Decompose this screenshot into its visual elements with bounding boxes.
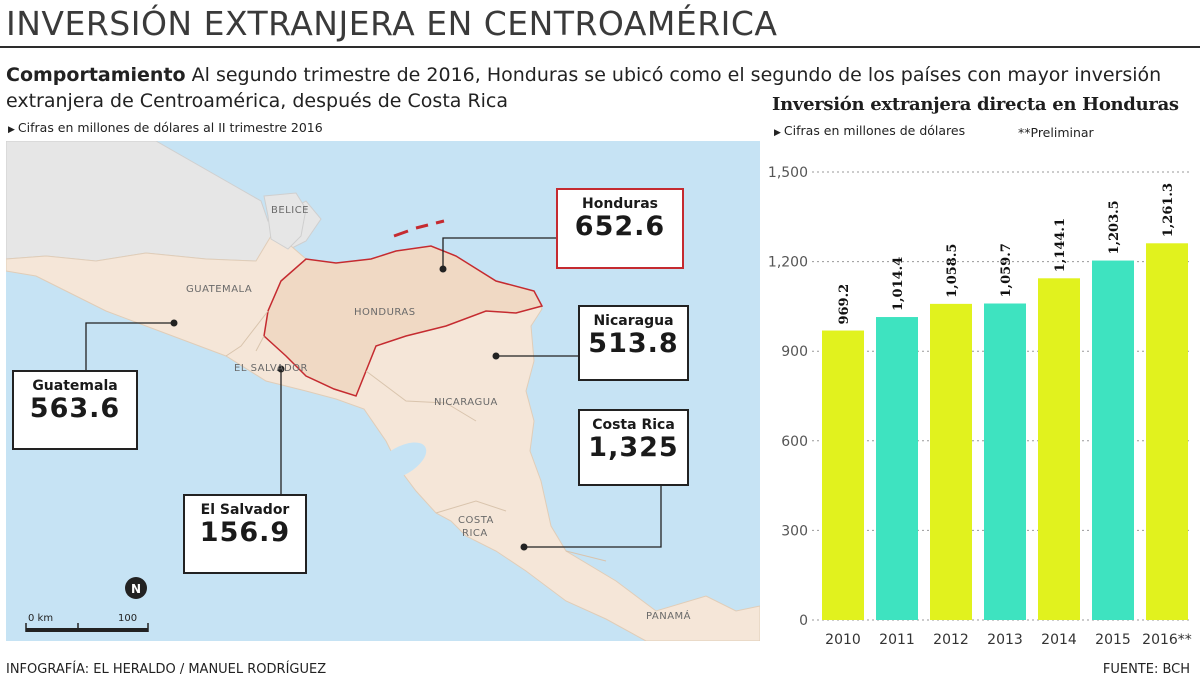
callout-guatemala-name: Guatemala — [32, 378, 118, 394]
location-dots — [170, 265, 528, 551]
y-tick-label: 0 — [799, 613, 808, 629]
chart-subtitle: ▶ Cifras en millones de dólares — [774, 123, 965, 138]
callout-nicaragua-value: 513.8 — [588, 328, 679, 359]
x-tick-label: 2015 — [1095, 632, 1131, 648]
bar — [1146, 243, 1188, 620]
label-costa-rica-line1: COSTA — [458, 515, 494, 526]
callout-nicaragua: Nicaragua 513.8 — [578, 305, 689, 381]
x-tick-label: 2014 — [1041, 632, 1077, 648]
triangle-bullet-icon: ▶ — [774, 128, 781, 138]
label-panama: PANAMÁ — [646, 611, 692, 622]
label-costa-rica-line2: RICA — [462, 528, 488, 539]
label-el-salvador: EL SALVADOR — [234, 363, 308, 374]
map: N 0 km 100 BELICE GUATEMALA EL SALVADOR … — [6, 141, 760, 641]
bar-value-label: 1,014.4 — [891, 257, 906, 311]
bar — [1038, 278, 1080, 620]
honduras-land — [263, 245, 544, 397]
page-title: INVERSIÓN EXTRANJERA EN CENTROAMÉRICA — [6, 4, 778, 43]
callout-honduras-name: Honduras — [582, 196, 658, 212]
y-tick-label: 1,500 — [768, 165, 808, 181]
bar-value-label: 1,203.5 — [1107, 200, 1122, 254]
map-note-text: Cifras en millones de dólares al II trim… — [17, 120, 323, 135]
x-tick-label: 2012 — [933, 632, 969, 648]
callout-costa-rica-name: Costa Rica — [592, 417, 675, 433]
callout-guatemala-value: 563.6 — [29, 393, 121, 424]
callout-guatemala: Guatemala 563.6 — [12, 370, 138, 450]
callout-costa-rica: Costa Rica 1,325 — [578, 409, 689, 486]
bar-chart: 0 300 600 900 1,200 1,500 969.2 2010 1,014.4 2011… — [768, 165, 1192, 648]
chart-subtitle-text: Cifras en millones de dólares — [783, 123, 966, 138]
x-tick-label: 2013 — [987, 632, 1023, 648]
label-guatemala: GUATEMALA — [186, 284, 253, 295]
callout-el-salvador: El Salvador 156.9 — [183, 494, 307, 574]
title-divider — [0, 46, 1200, 48]
chart-bars — [822, 243, 1188, 620]
belize-land — [263, 192, 307, 250]
callout-honduras-value: 652.6 — [574, 211, 666, 242]
chart-labels: 0 300 600 900 1,200 1,500 969.2 2010 1,014.4 2011… — [768, 165, 1192, 648]
bar — [930, 303, 972, 620]
leader-lines — [85, 237, 662, 548]
scale-bar — [26, 628, 148, 632]
scale-start-label: 0 km — [28, 613, 53, 624]
lake-managua — [361, 431, 381, 441]
lede-lead: Comportamiento — [6, 64, 186, 86]
scale-end-label: 100 — [118, 613, 137, 624]
bar-value-label: 1,059.7 — [999, 243, 1014, 297]
callout-el-salvador-name: El Salvador — [200, 502, 290, 518]
label-honduras: HONDURAS — [354, 307, 416, 318]
y-tick-label: 900 — [781, 344, 808, 360]
y-tick-label: 300 — [781, 523, 808, 539]
lede-paragraph: Comportamiento Al segundo trimestre de 2… — [6, 62, 1186, 114]
x-tick-label: 2011 — [879, 632, 915, 648]
bar — [1092, 260, 1134, 620]
bar-value-label: 1,261.3 — [1161, 183, 1176, 237]
label-belice: BELICE — [271, 205, 309, 216]
label-nicaragua: NICARAGUA — [434, 397, 498, 408]
map-note: ▶ Cifras en millones de dólares al II tri… — [8, 120, 323, 135]
y-tick-label: 1,200 — [768, 255, 808, 271]
chart-title: Inversión extranjera directa en Honduras — [772, 94, 1179, 115]
triangle-bullet-icon: ▶ — [8, 125, 15, 135]
x-tick-label: 2016** — [1142, 632, 1192, 648]
lake-nicaragua — [375, 442, 427, 480]
x-tick-label: 2010 — [825, 632, 861, 648]
bar-value-label: 969.2 — [837, 284, 852, 325]
bar-value-label: 1,058.5 — [945, 244, 960, 298]
lede-text: Al segundo trimestre de 2016, Honduras s… — [6, 64, 1162, 112]
country-borders — [225, 310, 607, 562]
north-label: N — [131, 582, 141, 596]
callout-honduras: Honduras 652.6 — [556, 188, 684, 269]
y-tick-label: 600 — [781, 434, 808, 450]
callout-costa-rica-value: 1,325 — [588, 432, 679, 463]
bay-islands — [393, 219, 445, 238]
callout-nicaragua-name: Nicaragua — [593, 313, 674, 329]
map-drawing: N 0 km 100 — [6, 141, 760, 641]
bar — [876, 317, 918, 620]
bar — [822, 330, 864, 620]
chart-note: **Preliminar — [1018, 125, 1094, 140]
credit-line: INFOGRAFÍA: EL HERALDO / MANUEL RODRÍGUE… — [6, 662, 327, 677]
north-arrow-icon — [125, 577, 147, 599]
bar — [984, 303, 1026, 620]
source-line: FUENTE: BCH — [1102, 662, 1190, 677]
bar-value-label: 1,144.1 — [1053, 218, 1068, 272]
callout-el-salvador-value: 156.9 — [199, 517, 291, 548]
